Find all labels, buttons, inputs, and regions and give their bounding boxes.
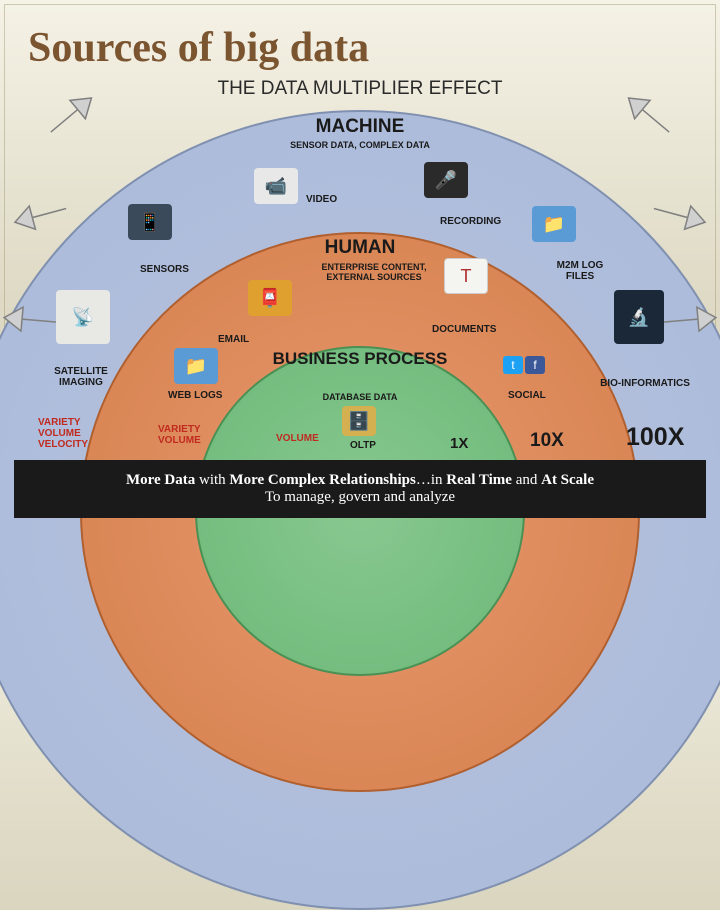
documents-label: DOCUMENTS [432, 324, 496, 335]
camera-icon: 📹 [254, 168, 298, 204]
database-icon: 🗄️ [342, 406, 376, 436]
ring-inner-subtitle: DATABASE DATA [323, 392, 398, 402]
expansion-arrow [8, 188, 76, 242]
expansion-arrow [0, 297, 63, 342]
expansion-arrow [656, 297, 719, 342]
satellite-dish-icon: 📡 [56, 290, 110, 344]
page-subtitle: THE DATA MULTIPLIER EFFECT [217, 78, 502, 100]
footer-summary: More Data with More Complex Relationship… [14, 460, 706, 518]
recording-label: RECORDING [440, 216, 501, 227]
ring-outer-subtitle: SENSOR DATA, COMPLEX DATA [290, 140, 430, 150]
scale-variety-volume: VARIETY VOLUME [158, 424, 201, 446]
sensors-label: SENSORS [140, 264, 189, 275]
multiplier-100x: 100X [626, 423, 684, 452]
ring-mid-subtitle: ENTERPRISE CONTENT, EXTERNAL SOURCES [304, 262, 444, 282]
xray-icon: 🔬 [614, 290, 664, 344]
social-icons: t f [500, 346, 548, 384]
expansion-arrow [644, 188, 712, 242]
ring-inner-title-text: BUSINESS PROCESS [273, 350, 448, 367]
stamp-icon: 📮 [248, 280, 292, 316]
video-label: VIDEO [306, 194, 337, 205]
folder-icon: 📁 [532, 206, 576, 242]
ring-mid-title: HUMAN [325, 237, 396, 259]
social-label: SOCIAL [508, 390, 546, 401]
microphone-icon: 🎤 [424, 162, 468, 198]
footer-line-1: More Data with More Complex Relationship… [24, 472, 696, 489]
folder-weblog-icon: 📁 [174, 348, 218, 384]
multiplier-10x: 10X [530, 430, 564, 452]
page-title: Sources of big data [28, 24, 369, 72]
ring-inner-title: BUSINESS PROCESS [273, 350, 448, 367]
satellite-label: SATELLITE IMAGING [46, 366, 116, 388]
m2m-label: M2M LOG FILES [550, 260, 610, 282]
bio-label: BIO-INFORMATICS [600, 378, 690, 389]
expansion-arrow [34, 81, 106, 150]
ring-outer-title: MACHINE [316, 116, 405, 138]
weblogs-label: WEB LOGS [168, 390, 222, 401]
scale-volume: VOLUME [276, 433, 319, 444]
expansion-arrow [614, 81, 686, 150]
email-label: EMAIL [218, 334, 249, 345]
oltp-label: OLTP [350, 440, 376, 451]
gps-device-icon: 📱 [128, 204, 172, 240]
multiplier-1x: 1X [450, 435, 468, 452]
footer-line-2: To manage, govern and analyze [24, 489, 696, 506]
document-icon: T [444, 258, 488, 294]
scale-variety-volume-velocity: VARIETY VOLUME VELOCITY [38, 417, 88, 450]
